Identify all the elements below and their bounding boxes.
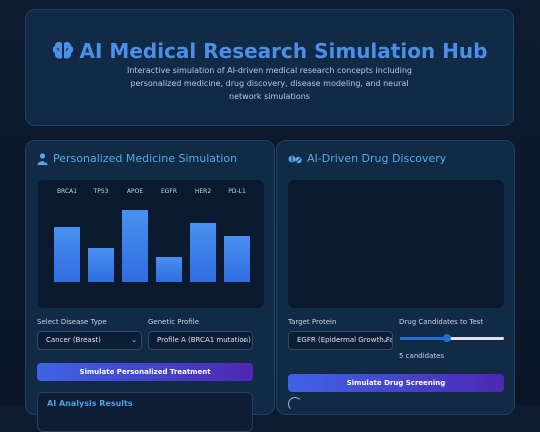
drug-candidates-slider[interactable] <box>400 334 504 342</box>
personalized-medicine-title: Personalized Medicine Simulation <box>37 152 237 165</box>
bar-her2 <box>190 223 216 282</box>
header-panel: AI Medical Research Simulation Hub Inter… <box>25 9 514 126</box>
ai-analysis-results-title: AI Analysis Results <box>47 399 133 408</box>
simulate-drug-screening-button[interactable]: Simulate Drug Screening <box>288 374 504 392</box>
page-subtitle: Interactive simulation of AI-driven medi… <box>127 66 412 101</box>
genetic-marker-chart-svg: BRCA1 TP53 APOE EGFR HER2 PD-L1 <box>54 188 250 282</box>
target-protein-select[interactable]: EGFR (Epidermal Growth Factor) ⌄ <box>288 331 393 350</box>
disease-type-select[interactable]: Cancer (Breast) ⌄ <box>37 331 142 350</box>
chevron-down-icon: ⌄ <box>131 336 137 344</box>
slider-fill <box>400 337 447 340</box>
genetic-profile-select[interactable]: Profile A (BRCA1 mutation) ⌄ <box>148 331 253 350</box>
drug-candidates-value: 5 candidates <box>399 352 445 360</box>
personalized-medicine-card: Personalized Medicine Simulation BRCA1 TP… <box>25 140 275 432</box>
user-doctor-icon <box>37 152 48 165</box>
bar-category-label: TP53 <box>93 188 109 195</box>
drug-candidates-label: Drug Candidates to Test <box>399 318 484 326</box>
genetic-profile-label: Genetic Profile <box>148 318 200 326</box>
bar-category-label: HER2 <box>195 188 211 195</box>
brain-icon <box>52 42 73 59</box>
personalized-medicine-title-text: Personalized Medicine Simulation <box>53 152 238 165</box>
genetic-profile-value: Profile A (BRCA1 mutation) <box>157 336 251 344</box>
target-protein-value: EGFR (Epidermal Growth Factor) <box>297 336 392 344</box>
bar-category-label: EGFR <box>161 188 177 195</box>
disease-type-label: Select Disease Type <box>37 318 107 326</box>
loading-spinner-icon <box>288 397 302 411</box>
drug-discovery-title: AI-Driven Drug Discovery <box>288 152 446 165</box>
pills-icon <box>288 155 302 163</box>
bar-category-label: BRCA1 <box>57 188 77 195</box>
page-title-text: AI Medical Research Simulation Hub <box>79 39 488 63</box>
simulate-personalized-treatment-button[interactable]: Simulate Personalized Treatment <box>37 363 253 381</box>
page-title: AI Medical Research Simulation Hub <box>26 38 513 64</box>
bar-category-label: PD-L1 <box>228 188 246 195</box>
bar-pd-l1 <box>224 236 250 282</box>
drug-discovery-title-text: AI-Driven Drug Discovery <box>307 152 447 165</box>
chevron-down-icon: ⌄ <box>382 336 388 344</box>
drug-screening-visualization <box>288 180 504 308</box>
slider-thumb[interactable] <box>442 334 451 342</box>
genetic-marker-chart: BRCA1 TP53 APOE EGFR HER2 PD-L1 <box>38 180 264 308</box>
ai-analysis-results-panel: AI Analysis Results <box>37 392 253 432</box>
drug-discovery-card: AI-Driven Drug Discovery Target Protein … <box>276 140 515 415</box>
bar-apoe <box>122 210 148 282</box>
bar-tp53 <box>88 248 114 282</box>
bar-category-label: APOE <box>127 188 143 195</box>
bar-egfr <box>156 257 182 282</box>
chevron-down-icon: ⌄ <box>242 336 248 344</box>
bar-brca1 <box>54 227 80 282</box>
target-protein-label: Target Protein <box>288 318 337 326</box>
disease-type-value: Cancer (Breast) <box>46 336 101 344</box>
